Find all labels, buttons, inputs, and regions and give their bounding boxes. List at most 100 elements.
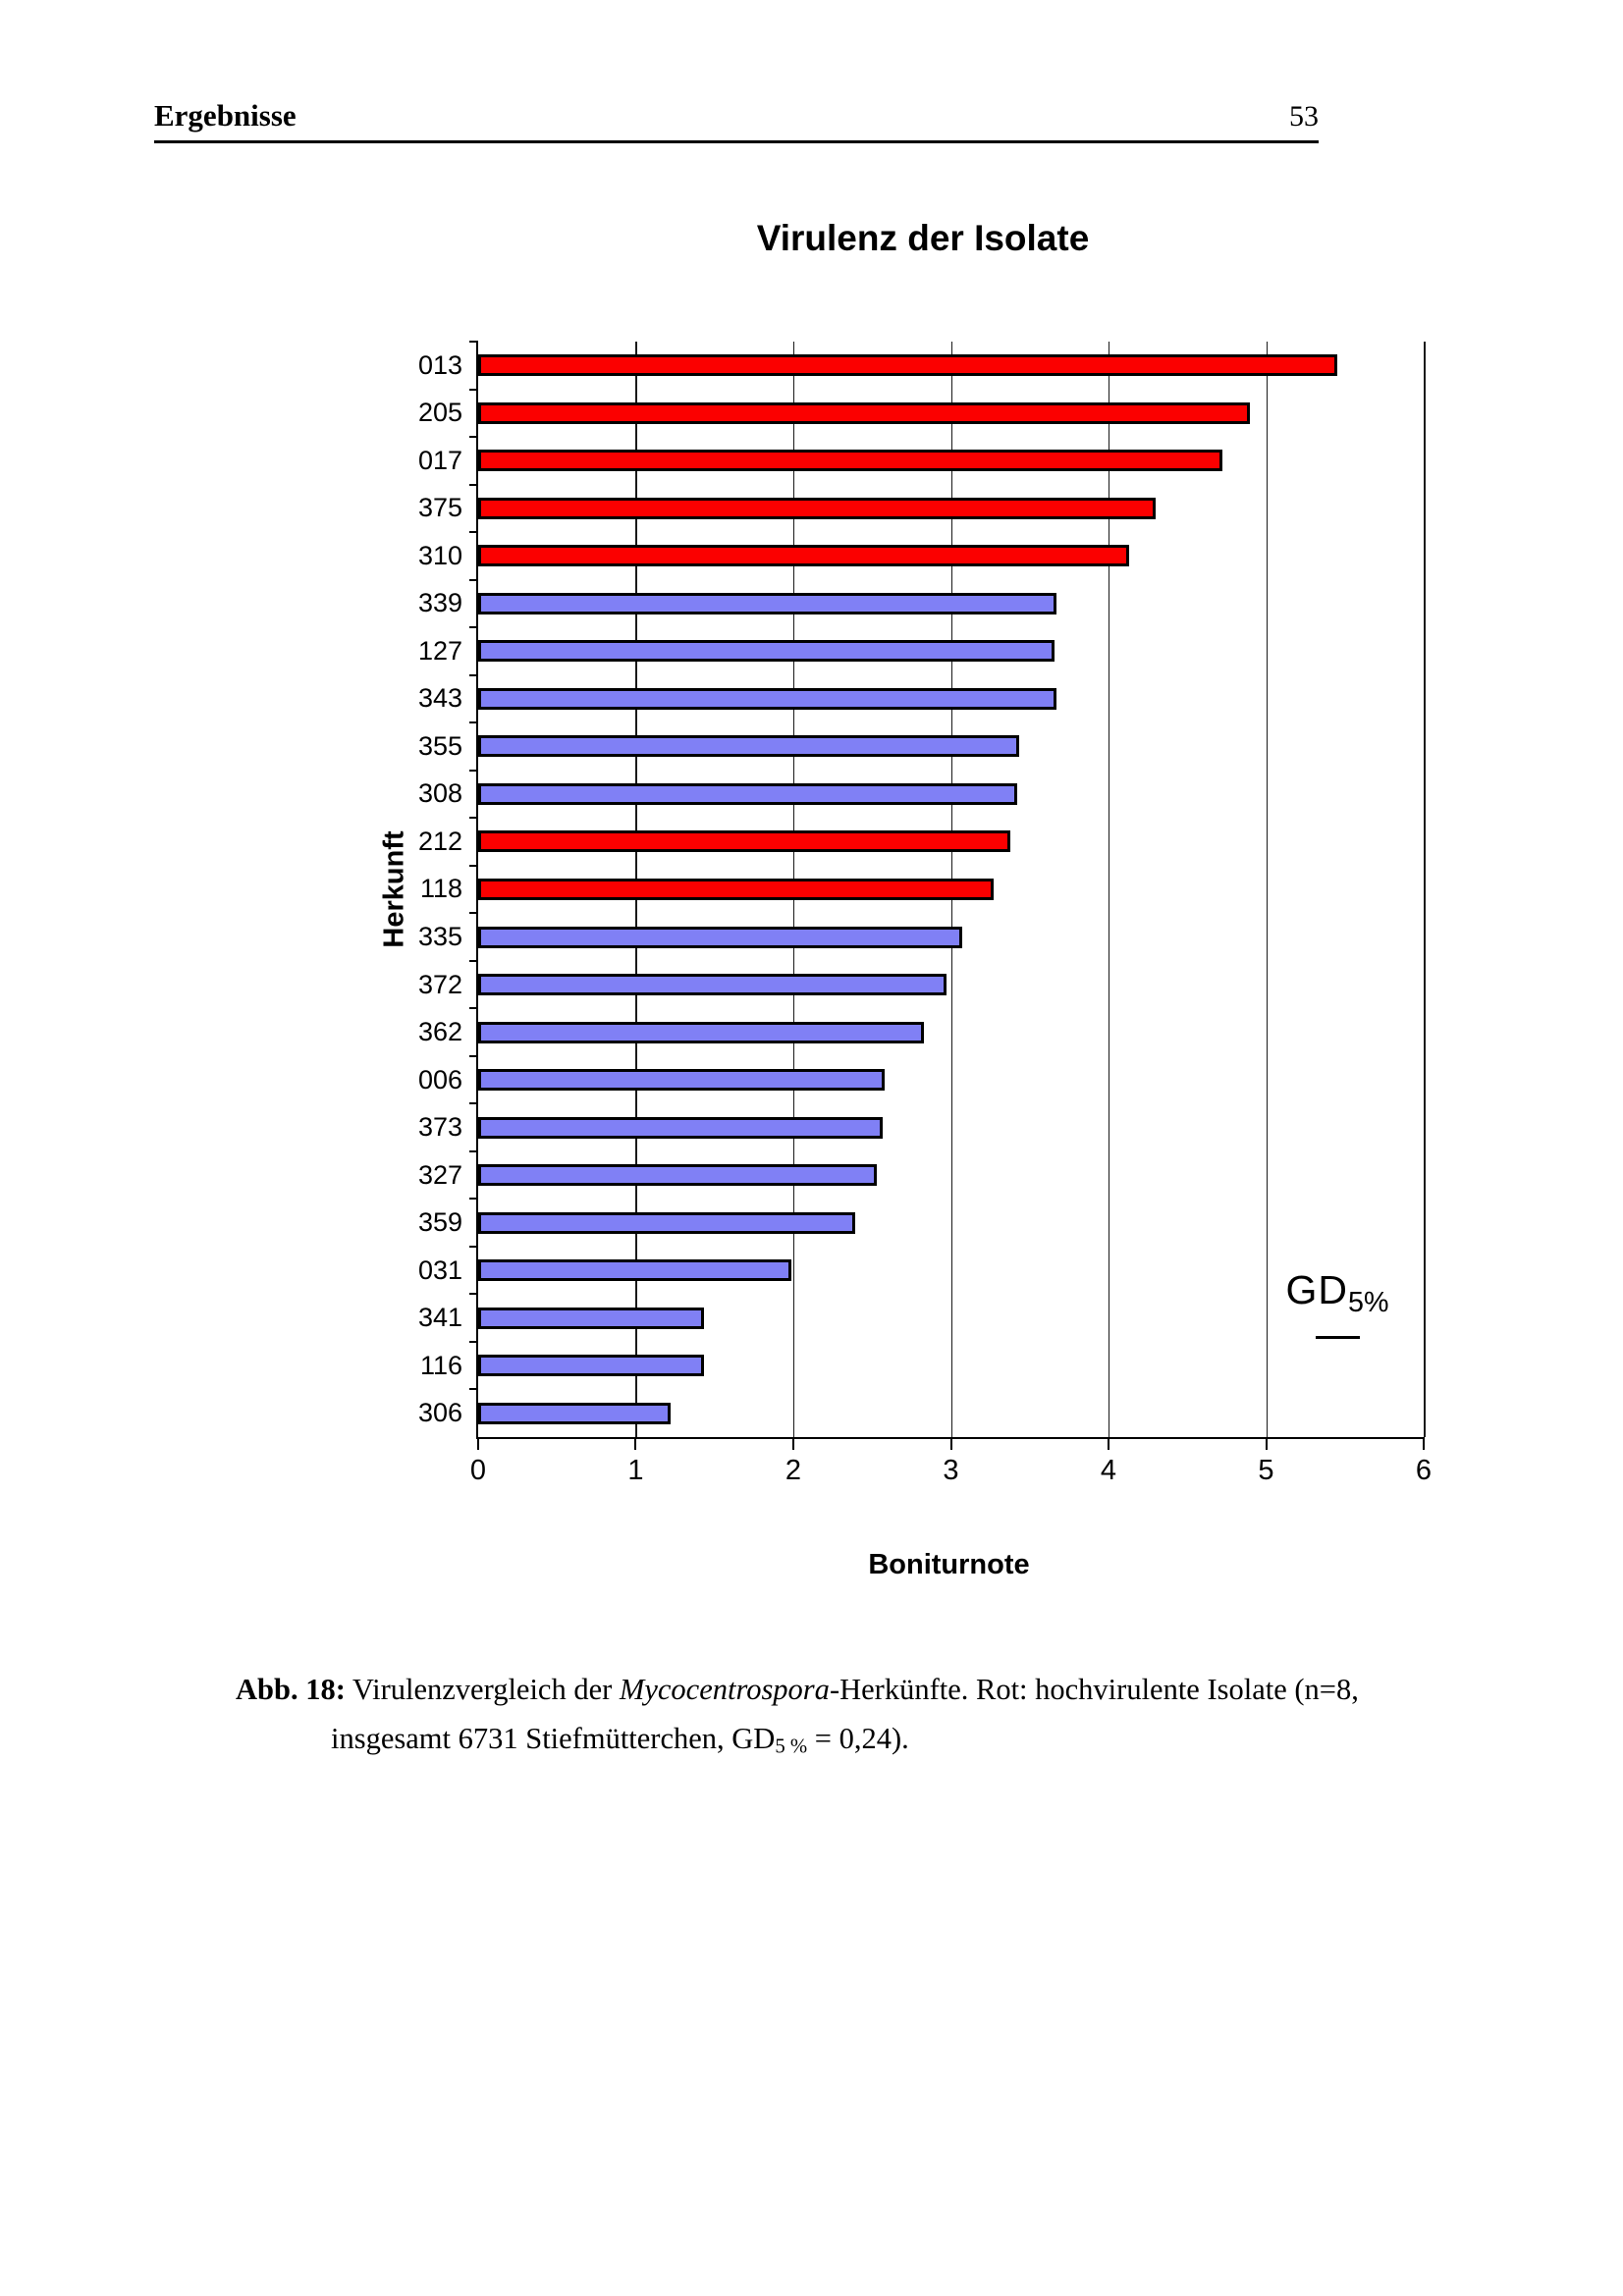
category-label-355: 355 xyxy=(417,730,462,761)
category-label-306: 306 xyxy=(417,1398,462,1428)
y-axis-tick xyxy=(469,1340,478,1343)
category-label-118: 118 xyxy=(419,874,462,904)
x-axis-tick-label-0: 0 xyxy=(469,1455,487,1486)
category-label-372: 372 xyxy=(417,969,462,999)
bar-006 xyxy=(478,1069,886,1092)
x-axis-tick-1 xyxy=(634,1437,637,1450)
bar-013 xyxy=(478,354,1337,377)
y-axis-tick xyxy=(469,626,478,629)
category-label-205: 205 xyxy=(417,398,462,428)
y-axis-tick xyxy=(469,1149,478,1152)
bar-031 xyxy=(478,1259,792,1282)
bar-row-362: 362 xyxy=(418,1008,1424,1056)
x-axis-title: Boniturnote xyxy=(868,1549,1030,1580)
page-number: 53 xyxy=(1289,100,1319,133)
category-label-341: 341 xyxy=(417,1303,462,1333)
gridline-x5 xyxy=(1266,342,1268,1437)
y-axis-tick xyxy=(469,436,478,439)
bar-373 xyxy=(478,1116,884,1139)
header-rule xyxy=(154,140,1319,143)
x-axis-tick-4 xyxy=(1107,1437,1109,1450)
y-axis-tick xyxy=(469,959,478,962)
y-axis-tick xyxy=(469,817,478,820)
bar-372 xyxy=(478,974,947,996)
bar-row-306: 306 xyxy=(418,1389,1424,1437)
caption-line-2: insgesamt 6731 Stiefmütterchen, GD5 % = … xyxy=(331,1722,909,1758)
x-axis-tick-label-1: 1 xyxy=(627,1455,644,1486)
gd-legend-label: GD5% xyxy=(1285,1267,1389,1319)
bar-row-375: 375 xyxy=(418,485,1424,533)
category-label-017: 017 xyxy=(417,445,462,475)
bar-359 xyxy=(478,1211,855,1234)
y-axis-tick xyxy=(469,341,478,343)
gridline-x6 xyxy=(1424,342,1426,1437)
bar-308 xyxy=(478,782,1017,805)
gd-legend-line xyxy=(1315,1335,1360,1340)
y-axis-tick xyxy=(469,1054,478,1057)
bar-355 xyxy=(478,735,1019,758)
bar-362 xyxy=(478,1021,925,1043)
caption-species-name: Mycocentrospora xyxy=(619,1673,830,1706)
bar-row-339: 339 xyxy=(418,580,1424,628)
y-axis-tick xyxy=(469,1198,478,1201)
y-axis-title: Herkunft xyxy=(378,830,410,948)
chart-title: Virulenz der Isolate xyxy=(756,218,1090,258)
bar-343 xyxy=(478,687,1057,710)
x-axis-tick-2 xyxy=(791,1437,794,1450)
y-axis-tick xyxy=(469,673,478,676)
bar-row-006: 006 xyxy=(418,1056,1424,1104)
bar-row-031: 031 xyxy=(418,1247,1424,1295)
category-label-339: 339 xyxy=(417,588,462,618)
bar-205 xyxy=(478,401,1251,424)
bar-row-127: 127 xyxy=(418,627,1424,675)
y-axis-tick xyxy=(469,1007,478,1010)
bar-116 xyxy=(478,1355,704,1377)
x-axis-tick-label-2: 2 xyxy=(784,1455,802,1486)
y-axis-tick xyxy=(469,769,478,772)
caption-label: Abb. 18: xyxy=(236,1673,346,1706)
bar-335 xyxy=(478,926,962,948)
bar-row-355: 355 xyxy=(418,722,1424,771)
x-axis-tick-3 xyxy=(949,1437,952,1450)
bar-127 xyxy=(478,640,1055,663)
x-axis-tick-label-4: 4 xyxy=(1100,1455,1117,1486)
bar-row-205: 205 xyxy=(418,390,1424,438)
category-label-362: 362 xyxy=(417,1017,462,1047)
bar-327 xyxy=(478,1164,878,1187)
y-axis-tick xyxy=(469,1102,478,1105)
category-label-308: 308 xyxy=(417,778,462,809)
x-axis-tick-label-5: 5 xyxy=(1258,1455,1274,1486)
bar-212 xyxy=(478,830,1011,853)
bar-row-310: 310 xyxy=(418,532,1424,580)
category-label-127: 127 xyxy=(417,635,462,666)
category-label-116: 116 xyxy=(419,1350,462,1380)
bar-118 xyxy=(478,878,994,900)
plot-area: 013 205 017 375 310 339 127 343 355 308 212 118 335 3… xyxy=(418,341,1432,1485)
bar-310 xyxy=(478,545,1129,567)
x-axis-tick-6 xyxy=(1423,1437,1425,1450)
y-axis-tick xyxy=(469,483,478,486)
bar-row-335: 335 xyxy=(418,913,1424,961)
bar-row-341: 341 xyxy=(418,1294,1424,1342)
y-axis-tick xyxy=(469,1388,478,1391)
category-label-335: 335 xyxy=(417,922,462,951)
bar-row-343: 343 xyxy=(418,675,1424,723)
gd-legend: GD5% xyxy=(1278,1267,1396,1340)
bar-row-327: 327 xyxy=(418,1151,1424,1200)
x-axis-tick-label-3: 3 xyxy=(943,1455,959,1486)
bar-306 xyxy=(478,1402,671,1424)
y-axis-tick xyxy=(469,388,478,391)
category-label-310: 310 xyxy=(417,540,462,570)
y-axis-tick xyxy=(469,1245,478,1248)
bar-row-308: 308 xyxy=(418,771,1424,819)
x-axis-tick-0 xyxy=(477,1437,479,1450)
bar-339 xyxy=(478,592,1057,614)
y-axis-tick xyxy=(469,864,478,867)
bar-row-118: 118 xyxy=(420,866,1424,914)
bar-row-373: 373 xyxy=(418,1103,1424,1151)
bar-341 xyxy=(478,1307,704,1329)
category-label-327: 327 xyxy=(417,1159,462,1190)
category-label-013: 013 xyxy=(417,349,462,380)
gridline-x4 xyxy=(1108,342,1110,1437)
